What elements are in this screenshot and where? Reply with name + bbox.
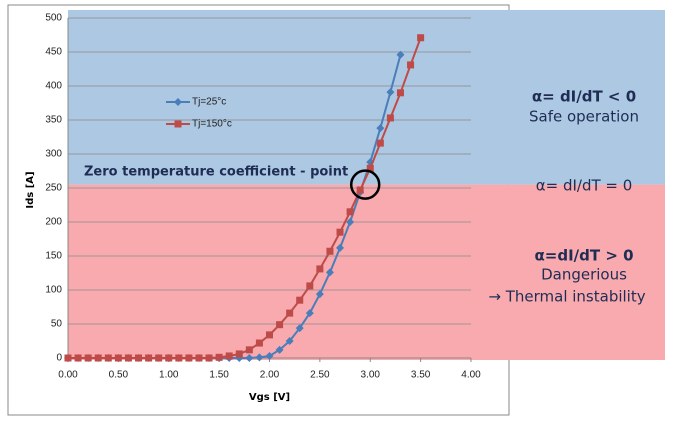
data-point <box>336 228 344 236</box>
data-point <box>306 282 314 290</box>
data-point <box>366 164 374 172</box>
x-tick-label: 3.00 <box>361 370 381 381</box>
data-point <box>174 120 182 128</box>
data-point <box>356 186 364 194</box>
x-tick-label: 1.00 <box>159 370 179 381</box>
y-tick-label: 200 <box>45 217 62 228</box>
x-tick-label: 0.00 <box>58 370 78 381</box>
data-point <box>84 354 92 362</box>
data-point <box>265 351 274 360</box>
y-tick-label: 100 <box>45 285 62 296</box>
data-point <box>396 50 405 59</box>
x-tick-label: 4.00 <box>461 370 481 381</box>
y-tick-label: 50 <box>51 319 63 330</box>
x-tick-label: 2.50 <box>310 370 330 381</box>
series <box>64 34 425 362</box>
data-point <box>346 218 355 226</box>
data-point <box>296 296 304 304</box>
data-point <box>295 324 304 333</box>
region-annotation: α=dI/dT > 0 <box>534 247 633 265</box>
data-point <box>235 350 243 358</box>
y-tick-label: 150 <box>45 251 62 262</box>
region-annotation: → Thermal instability <box>488 288 645 306</box>
data-point <box>165 354 173 362</box>
data-point <box>225 352 233 360</box>
y-tick-label: 400 <box>45 81 62 92</box>
data-point <box>185 354 193 362</box>
data-point <box>124 354 132 362</box>
x-tick-label: 3.50 <box>411 370 431 381</box>
data-point <box>135 354 143 362</box>
data-point <box>255 339 263 347</box>
data-point <box>74 354 82 362</box>
y-tick-label: 450 <box>45 47 62 58</box>
region-unstable <box>68 184 665 360</box>
data-point <box>315 290 324 299</box>
data-point <box>305 309 314 318</box>
data-point <box>145 354 153 362</box>
data-point <box>285 337 294 345</box>
zero-tc-label: Zero temperature coefficient - point <box>84 165 348 180</box>
data-point <box>114 354 122 362</box>
data-point <box>286 309 294 317</box>
data-point <box>195 354 203 362</box>
y-tick-label: 250 <box>45 183 62 194</box>
region-annotation: Safe operation <box>529 108 639 126</box>
y-tick-label: 350 <box>45 115 62 126</box>
region-annotation: Dangerious <box>541 266 627 284</box>
data-point <box>245 346 253 354</box>
y-tick-label: 0 <box>56 353 62 364</box>
data-point <box>104 354 112 362</box>
data-point <box>346 208 354 216</box>
data-point <box>386 88 395 97</box>
x-tick-label: 1.50 <box>209 370 229 381</box>
zero-tc-circle <box>349 169 381 200</box>
data-point <box>175 354 183 362</box>
x-axis-label: Vgs [V] <box>249 392 290 403</box>
region-safe <box>68 10 665 185</box>
data-point <box>155 354 163 362</box>
data-point <box>325 268 334 277</box>
legend-label: Tj=25°c <box>192 97 226 108</box>
data-point <box>174 98 182 106</box>
data-point <box>326 247 334 255</box>
region-annotation: α= dI/dT < 0 <box>532 88 636 106</box>
x-tick-label: 0.50 <box>109 370 129 381</box>
data-point <box>376 139 384 147</box>
data-point <box>255 353 264 362</box>
data-point <box>275 345 284 354</box>
data-point <box>94 354 102 362</box>
y-tick-label: 500 <box>45 13 62 24</box>
data-point <box>205 354 213 362</box>
data-point <box>245 354 254 362</box>
y-axis-label: Ids [A] <box>25 171 36 208</box>
y-tick-label: 300 <box>45 149 62 160</box>
data-point <box>64 354 72 362</box>
data-point <box>376 124 385 133</box>
data-point <box>407 61 415 69</box>
data-point <box>417 34 425 42</box>
data-point <box>276 321 284 329</box>
data-point <box>215 353 223 361</box>
data-point <box>396 89 404 97</box>
legend-label: Tj=150°c <box>192 119 232 130</box>
region-annotation: α= dI/dT = 0 <box>536 177 633 195</box>
data-point <box>386 114 394 122</box>
data-point <box>266 331 273 339</box>
data-point <box>316 265 324 273</box>
data-point <box>336 243 345 252</box>
x-tick-label: 2.00 <box>260 370 280 381</box>
